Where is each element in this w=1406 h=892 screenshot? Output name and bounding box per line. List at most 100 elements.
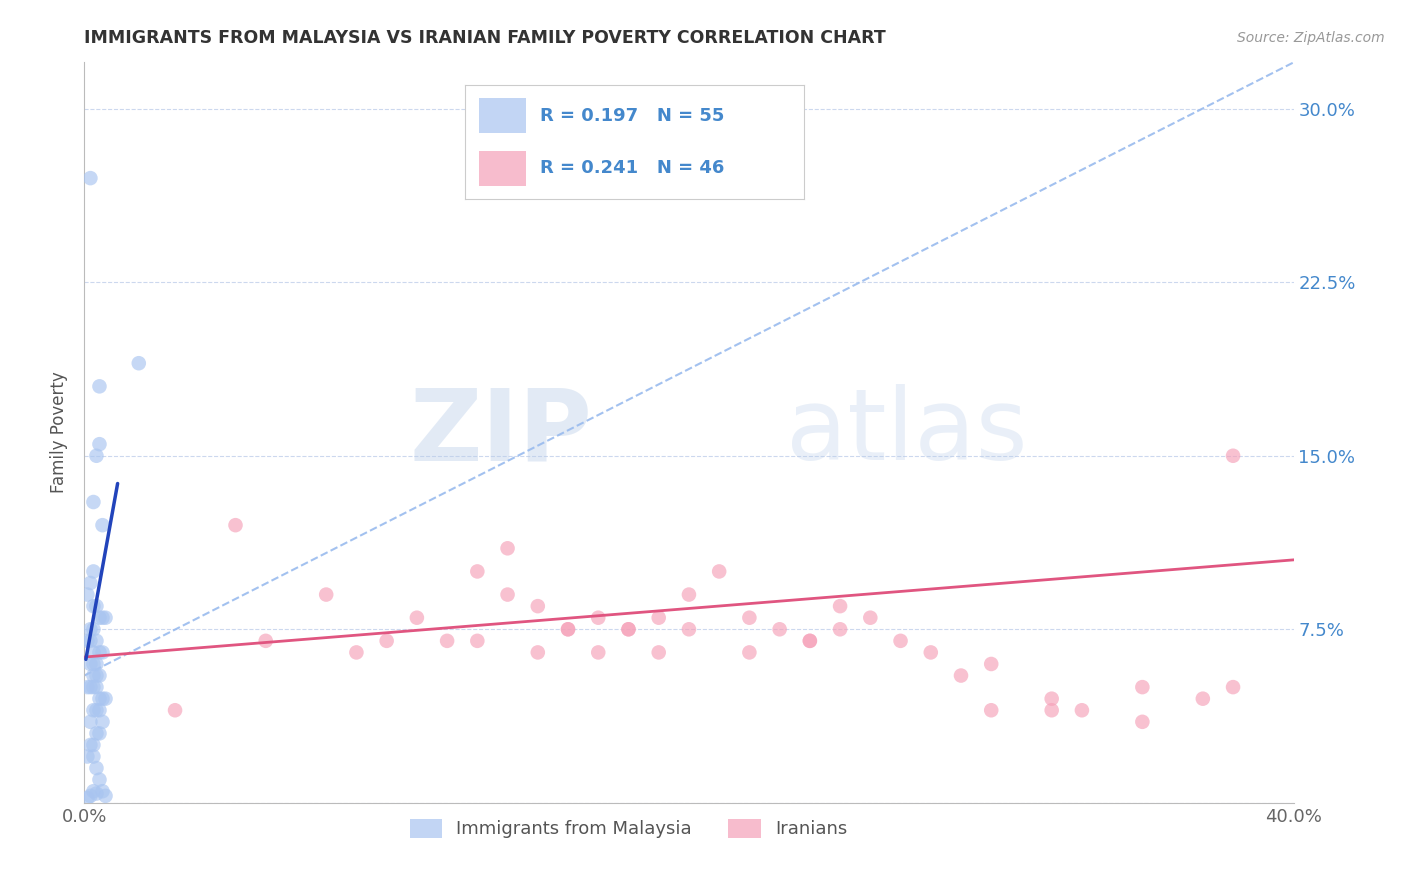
Point: [1040, 703, 1063, 717]
Point: [709, 565, 731, 579]
Point: [588, 610, 610, 624]
Point: [86, 633, 108, 648]
Point: [79, 576, 101, 591]
Point: [557, 622, 579, 636]
Point: [79, 171, 101, 186]
Point: [980, 657, 1002, 671]
Point: [86, 657, 108, 671]
Point: [79, 622, 101, 636]
Point: [82, 645, 104, 659]
Point: [79, 714, 101, 729]
Point: [527, 599, 550, 614]
Point: [76, 633, 98, 648]
Point: [89, 437, 111, 451]
Point: [769, 622, 792, 636]
Point: [91, 714, 114, 729]
Y-axis label: Family Poverty: Family Poverty: [51, 372, 69, 493]
Point: [89, 772, 111, 787]
Point: [82, 749, 104, 764]
Point: [76, 588, 98, 602]
Point: [920, 645, 942, 659]
Point: [1071, 703, 1094, 717]
Point: [557, 622, 579, 636]
Point: [128, 356, 150, 370]
Point: [1040, 691, 1063, 706]
Point: [346, 645, 368, 659]
Point: [86, 703, 108, 717]
Point: [76, 680, 98, 694]
Point: [86, 668, 108, 682]
Point: [86, 599, 108, 614]
Point: [89, 379, 111, 393]
Point: [94, 691, 117, 706]
Point: [89, 726, 111, 740]
Point: [86, 761, 108, 775]
Point: [496, 541, 519, 556]
Point: [89, 645, 111, 659]
Point: [91, 784, 114, 798]
Point: [1222, 449, 1244, 463]
Point: [1130, 680, 1153, 694]
Point: [79, 657, 101, 671]
Point: [678, 588, 700, 602]
Point: [89, 703, 111, 717]
Point: [89, 668, 111, 682]
Point: [76, 749, 98, 764]
Point: [91, 645, 114, 659]
Point: [82, 565, 104, 579]
Point: [617, 622, 640, 636]
Point: [82, 738, 104, 752]
Point: [588, 645, 610, 659]
Point: [617, 622, 640, 636]
Point: [79, 789, 101, 803]
Point: [980, 703, 1002, 717]
Text: ZIP: ZIP: [409, 384, 592, 481]
Legend: Immigrants from Malaysia, Iranians: Immigrants from Malaysia, Iranians: [402, 812, 855, 846]
Point: [436, 633, 458, 648]
Point: [406, 610, 429, 624]
Point: [86, 680, 108, 694]
Point: [165, 703, 187, 717]
Point: [527, 645, 550, 659]
Point: [799, 633, 821, 648]
Point: [467, 565, 489, 579]
Point: [738, 610, 761, 624]
Point: [648, 645, 671, 659]
Point: [859, 610, 882, 624]
Point: [91, 518, 114, 533]
Point: [91, 610, 114, 624]
Point: [315, 588, 337, 602]
Point: [496, 588, 519, 602]
Point: [82, 495, 104, 509]
Point: [678, 622, 700, 636]
Point: [1192, 691, 1215, 706]
Point: [830, 622, 852, 636]
Point: [82, 680, 104, 694]
Text: atlas: atlas: [786, 384, 1028, 481]
Point: [799, 633, 821, 648]
Point: [79, 633, 101, 648]
Point: [950, 668, 973, 682]
Point: [76, 791, 98, 805]
Point: [86, 449, 108, 463]
Point: [86, 787, 108, 801]
Point: [94, 789, 117, 803]
Point: [890, 633, 912, 648]
Point: [89, 610, 111, 624]
Point: [86, 726, 108, 740]
Point: [225, 518, 247, 533]
Point: [82, 622, 104, 636]
Point: [254, 633, 277, 648]
Point: [738, 645, 761, 659]
Text: Source: ZipAtlas.com: Source: ZipAtlas.com: [1237, 31, 1385, 45]
Point: [1130, 714, 1153, 729]
Point: [79, 680, 101, 694]
Point: [830, 599, 852, 614]
Point: [82, 784, 104, 798]
Point: [79, 738, 101, 752]
Point: [82, 668, 104, 682]
Point: [648, 610, 671, 624]
Point: [82, 599, 104, 614]
Text: IMMIGRANTS FROM MALAYSIA VS IRANIAN FAMILY POVERTY CORRELATION CHART: IMMIGRANTS FROM MALAYSIA VS IRANIAN FAMI…: [84, 29, 886, 47]
Point: [375, 633, 398, 648]
